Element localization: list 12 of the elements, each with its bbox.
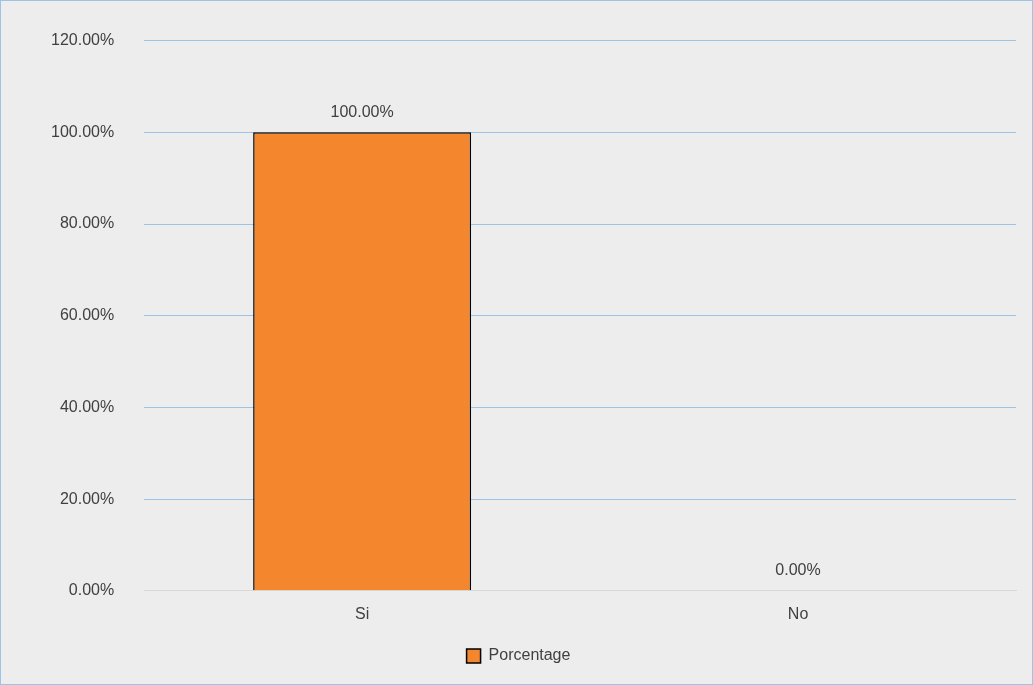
y-tick-label: 40.00% — [59, 397, 115, 415]
data-label: 100.00% — [330, 102, 394, 120]
legend-label: Porcentage — [488, 646, 571, 664]
y-tick-label: 80.00% — [59, 214, 115, 232]
y-tick-label: 100.00% — [50, 122, 115, 140]
y-tick-label: 120.00% — [50, 31, 115, 49]
y-tick-label: 0.00% — [68, 581, 115, 599]
x-tick-label: No — [787, 604, 809, 622]
y-tick-label: 20.00% — [59, 489, 115, 507]
y-tick-label: 60.00% — [59, 306, 115, 324]
x-tick-label: Si — [355, 604, 370, 622]
data-label: 0.00% — [775, 561, 821, 579]
